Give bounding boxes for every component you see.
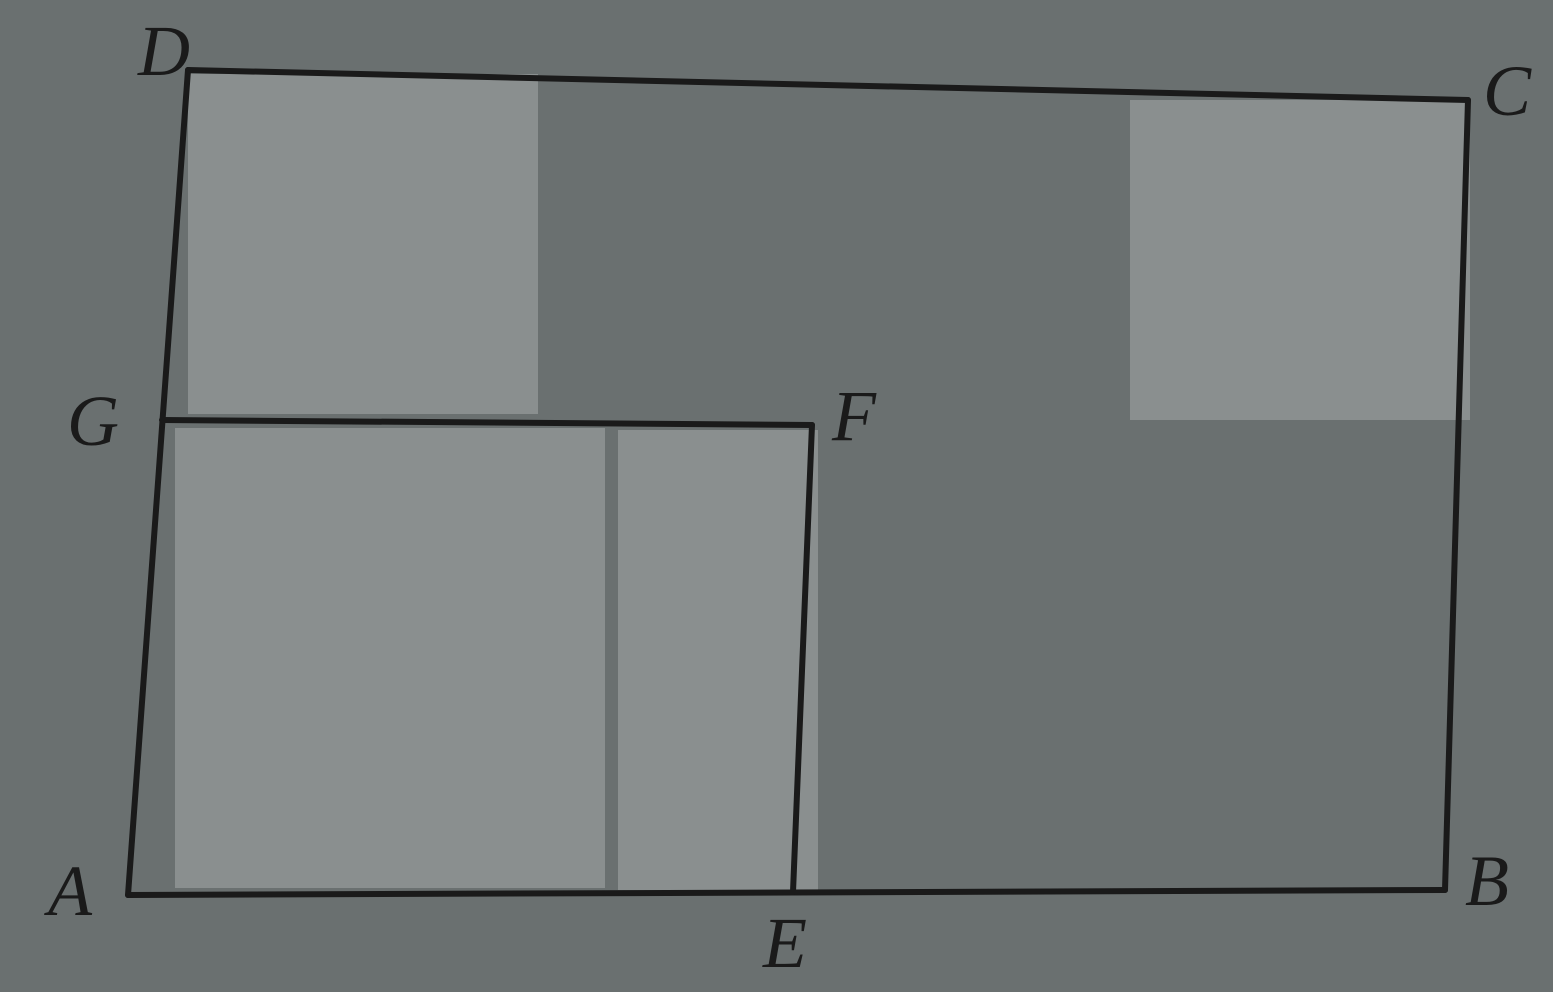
edge-DA [128, 70, 188, 895]
edge-AB [128, 890, 1445, 895]
edge-group [128, 70, 1468, 895]
label-D: D [138, 10, 190, 93]
label-A: A [48, 850, 92, 933]
edge-BC [1445, 100, 1468, 890]
label-E: E [763, 902, 807, 985]
edge-CD [188, 70, 1468, 100]
edge-FG [162, 420, 812, 425]
label-F: F [832, 375, 876, 458]
geometry-svg [0, 0, 1553, 992]
diagram-container: A B C D E F G [0, 0, 1553, 992]
label-G: G [67, 380, 119, 463]
label-C: C [1483, 50, 1531, 133]
label-B: B [1465, 840, 1509, 923]
edge-EF [793, 425, 812, 892]
